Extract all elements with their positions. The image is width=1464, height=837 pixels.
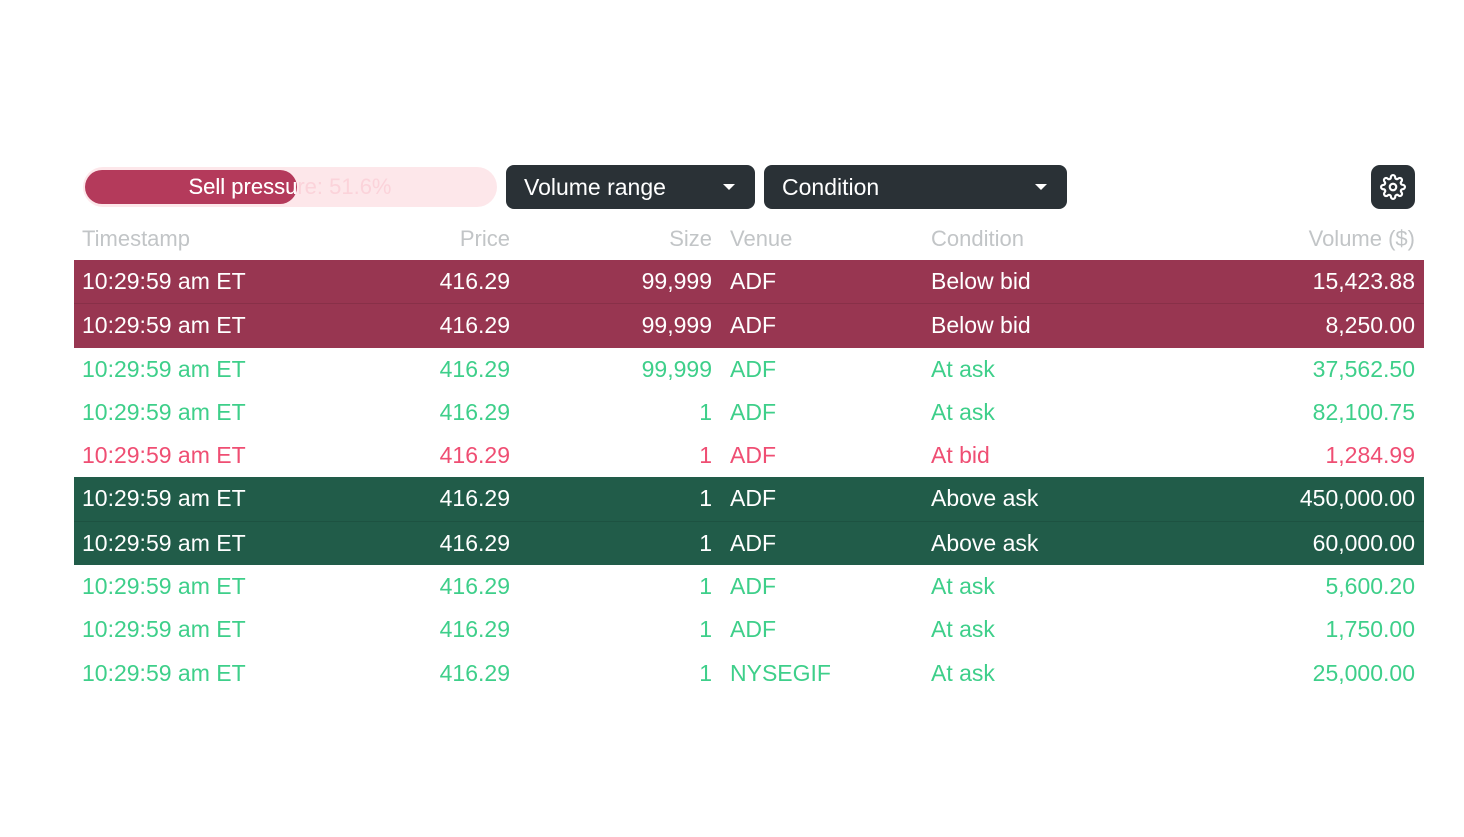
cell-volume: 15,423.88 [1312, 268, 1415, 294]
cell-condition: Above ask [931, 485, 1039, 512]
cell-timestamp: 10:29:59 am ET [82, 268, 246, 294]
chevron-down-icon [723, 184, 735, 190]
column-header-venue[interactable]: Venue [730, 226, 793, 251]
cell-venue: ADF [730, 529, 776, 556]
cell-size: 1 [699, 659, 712, 686]
cell-price: 416.29 [439, 485, 510, 512]
cell-size: 99,999 [641, 268, 712, 294]
cell-condition: At ask [931, 398, 995, 425]
cell-venue: ADF [730, 312, 776, 339]
trades-table-body: 10:29:59 am ET 416.29 99,999 ADF Below bid 15… [74, 260, 1424, 695]
cell-condition: Below bid [931, 312, 1031, 339]
cell-venue: NYSEGIF [730, 659, 831, 686]
cell-timestamp: 10:29:59 am ET [82, 659, 246, 686]
cell-condition: At ask [931, 616, 995, 643]
cell-volume: 450,000.00 [1299, 485, 1415, 512]
cell-price: 416.29 [439, 442, 510, 469]
cell-timestamp: 10:29:59 am ET [82, 485, 246, 512]
cell-volume: 25,000.00 [1312, 659, 1415, 686]
cell-condition: At bid [931, 442, 990, 469]
cell-price: 416.29 [439, 268, 510, 294]
cell-condition: At ask [931, 355, 995, 382]
volume-range-label: Volume range [524, 174, 666, 200]
cell-size: 99,999 [641, 312, 712, 339]
table-row[interactable]: 10:29:59 am ET 416.29 99,999 ADF Below bid 15… [74, 260, 1424, 304]
cell-venue: ADF [730, 355, 776, 382]
column-header-volume[interactable]: Volume ($) [1308, 226, 1415, 251]
table-row[interactable]: 10:29:59 am ET 416.29 1 NYSEGIF At ask 25,000… [74, 652, 1424, 695]
cell-condition: At ask [931, 573, 995, 600]
sell-pressure-label-on-fill: Sell pressure: 51.6% [188, 174, 298, 199]
table-row[interactable]: 10:29:59 am ET 416.29 1 ADF Above ask 60,000.… [74, 520, 1424, 566]
table-row[interactable]: 10:29:59 am ET 416.29 1 ADF Above ask 450,000… [74, 477, 1424, 521]
cell-venue: ADF [730, 573, 776, 600]
cell-size: 1 [699, 573, 712, 600]
cell-size: 1 [699, 442, 712, 469]
cell-venue: ADF [730, 268, 776, 294]
chevron-down-icon [1035, 184, 1047, 190]
table-row[interactable]: 10:29:59 am ET 416.29 1 ADF At ask 5,600.20 [74, 565, 1424, 608]
cell-condition: Above ask [931, 529, 1039, 556]
column-header-condition[interactable]: Condition [931, 226, 1024, 251]
cell-volume: 82,100.75 [1312, 398, 1415, 425]
cell-venue: ADF [730, 398, 776, 425]
table-row[interactable]: 10:29:59 am ET 416.29 99,999 ADF At ask 37,56… [74, 348, 1424, 391]
cell-price: 416.29 [439, 398, 510, 425]
column-header-price[interactable]: Price [459, 226, 510, 251]
cell-size: 1 [699, 485, 712, 512]
condition-dropdown[interactable]: Condition [764, 165, 1067, 209]
cell-price: 416.29 [439, 529, 510, 556]
cell-condition: Below bid [931, 268, 1031, 294]
cell-volume: 60,000.00 [1312, 529, 1415, 556]
cell-venue: ADF [730, 485, 776, 512]
condition-label: Condition [782, 174, 880, 200]
table-row[interactable]: 10:29:59 am ET 416.29 99,999 ADF Below bid 8,… [74, 303, 1424, 348]
cell-timestamp: 10:29:59 am ET [82, 616, 246, 643]
cell-volume: 8,250.00 [1325, 312, 1415, 339]
cell-size: 99,999 [641, 355, 712, 382]
cell-price: 416.29 [439, 312, 510, 339]
toolbar: Sell pressure: 51.6% Sell pressure: 51.6… [0, 165, 1464, 209]
sell-pressure-label-overlay: Sell pressure: 51.6% [83, 167, 298, 207]
volume-range-dropdown[interactable]: Volume range [506, 165, 755, 209]
gear-icon [1380, 174, 1406, 200]
column-header-timestamp[interactable]: Timestamp [82, 226, 190, 251]
cell-timestamp: 10:29:59 am ET [82, 573, 246, 600]
cell-volume: 1,750.00 [1325, 616, 1415, 643]
table-row[interactable]: 10:29:59 am ET 416.29 1 ADF At bid 1,284.99 [74, 434, 1424, 477]
cell-volume: 37,562.50 [1312, 355, 1415, 382]
settings-button[interactable] [1371, 165, 1415, 209]
column-header-size[interactable]: Size [669, 226, 712, 251]
cell-timestamp: 10:29:59 am ET [82, 312, 246, 339]
cell-condition: At ask [931, 659, 995, 686]
cell-venue: ADF [730, 442, 776, 469]
cell-volume: 1,284.99 [1325, 442, 1415, 469]
cell-venue: ADF [730, 616, 776, 643]
cell-price: 416.29 [439, 659, 510, 686]
cell-price: 416.29 [439, 573, 510, 600]
cell-price: 416.29 [439, 616, 510, 643]
cell-size: 1 [699, 616, 712, 643]
cell-price: 416.29 [439, 355, 510, 382]
cell-volume: 5,600.20 [1325, 573, 1415, 600]
cell-size: 1 [699, 529, 712, 556]
sell-pressure-label: Sell pressure: 51.6% [188, 174, 392, 199]
cell-timestamp: 10:29:59 am ET [82, 529, 246, 556]
sell-pressure-fill [85, 170, 297, 204]
cell-size: 1 [699, 398, 712, 425]
cell-timestamp: 10:29:59 am ET [82, 442, 246, 469]
sell-pressure-bar: Sell pressure: 51.6% Sell pressure: 51.6… [83, 167, 497, 207]
cell-timestamp: 10:29:59 am ET [82, 398, 246, 425]
table-header: Timestamp Price Size Venue Condition Vol… [0, 222, 1464, 256]
table-row[interactable]: 10:29:59 am ET 416.29 1 ADF At ask 82,100.75 [74, 391, 1424, 434]
table-row[interactable]: 10:29:59 am ET 416.29 1 ADF At ask 1,750.00 [74, 608, 1424, 651]
cell-timestamp: 10:29:59 am ET [82, 355, 246, 382]
